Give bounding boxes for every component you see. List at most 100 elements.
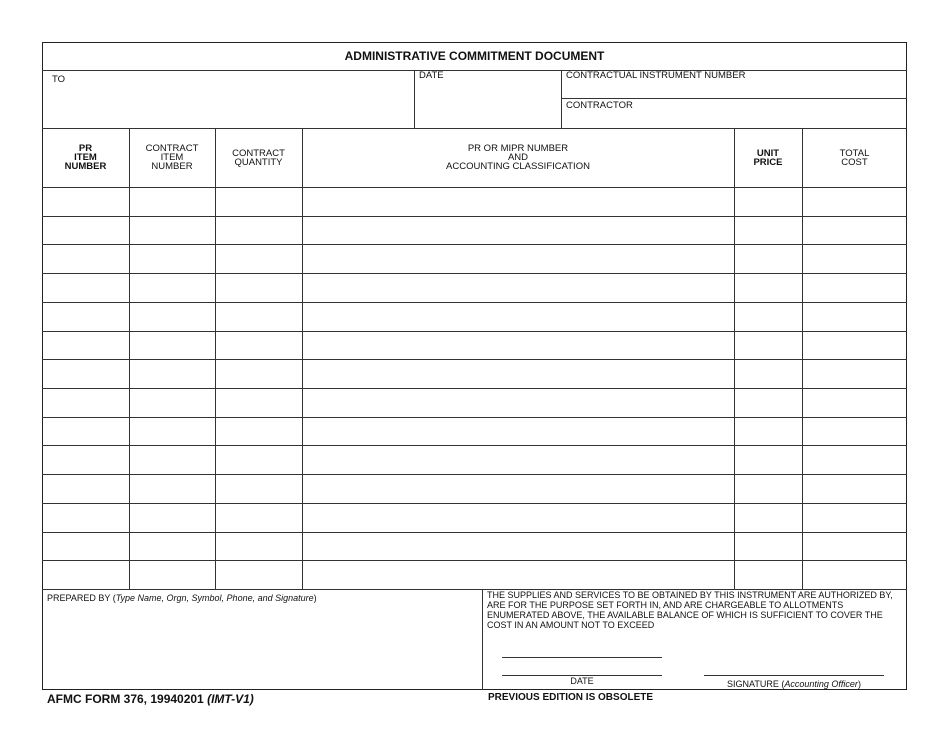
cell-total-cost[interactable] (802, 244, 907, 273)
cell-contract-quantity[interactable] (215, 503, 302, 532)
cell-contract-quantity[interactable] (215, 273, 302, 302)
contract-number-field[interactable]: CONTRACTUAL INSTRUMENT NUMBER (566, 70, 746, 81)
cell-pr-mipr-accounting[interactable] (302, 359, 734, 388)
cell-contract-quantity[interactable] (215, 359, 302, 388)
cell-contract-quantity[interactable] (215, 445, 302, 474)
cell-pr-mipr-accounting[interactable] (302, 388, 734, 417)
cell-total-cost[interactable] (802, 187, 907, 216)
cell-contract-quantity[interactable] (215, 474, 302, 503)
cell-pr-item-number[interactable] (42, 331, 129, 360)
row-divider (42, 301, 907, 303)
column-header-line: QUANTITY (234, 156, 283, 168)
column-header-line: UNIT (756, 147, 780, 159)
cell-unit-price[interactable] (734, 331, 802, 360)
to-field[interactable]: TO (52, 74, 66, 85)
cell-pr-item-number[interactable] (42, 273, 129, 302)
cell-pr-item-number[interactable] (42, 503, 129, 532)
cell-pr-mipr-accounting[interactable] (302, 560, 734, 589)
cell-contract-quantity[interactable] (215, 331, 302, 360)
cell-contract-quantity[interactable] (215, 388, 302, 417)
cell-unit-price[interactable] (734, 302, 802, 331)
cell-total-cost[interactable] (802, 216, 907, 245)
contractor-field[interactable]: CONTRACTOR (566, 100, 633, 111)
cell-contract-item-number[interactable] (129, 560, 215, 589)
cell-contract-item-number[interactable] (129, 244, 215, 273)
row-divider (42, 215, 907, 217)
cell-total-cost[interactable] (802, 273, 907, 302)
cell-pr-item-number[interactable] (42, 302, 129, 331)
cell-total-cost[interactable] (802, 388, 907, 417)
cell-unit-price[interactable] (734, 503, 802, 532)
cell-contract-item-number[interactable] (129, 302, 215, 331)
signature-field[interactable]: SIGNATURE (Accounting Officer) (704, 679, 884, 689)
cell-contract-item-number[interactable] (129, 532, 215, 561)
cell-pr-item-number[interactable] (42, 216, 129, 245)
cell-pr-mipr-accounting[interactable] (302, 187, 734, 216)
cell-pr-mipr-accounting[interactable] (302, 474, 734, 503)
cell-pr-item-number[interactable] (42, 560, 129, 589)
cell-pr-mipr-accounting[interactable] (302, 532, 734, 561)
cell-unit-price[interactable] (734, 187, 802, 216)
cell-total-cost[interactable] (802, 417, 907, 446)
cell-contract-item-number[interactable] (129, 417, 215, 446)
cell-unit-price[interactable] (734, 417, 802, 446)
cell-unit-price[interactable] (734, 359, 802, 388)
row-divider (42, 388, 907, 389)
cell-pr-mipr-accounting[interactable] (302, 331, 734, 360)
cell-pr-item-number[interactable] (42, 417, 129, 446)
cell-pr-item-number[interactable] (42, 445, 129, 474)
cell-total-cost[interactable] (802, 503, 907, 532)
cell-pr-item-number[interactable] (42, 187, 129, 216)
column-header-line: ACCOUNTING CLASSIFICATION (446, 161, 590, 172)
cell-contract-quantity[interactable] (215, 216, 302, 245)
cell-contract-item-number[interactable] (129, 445, 215, 474)
cell-unit-price[interactable] (734, 474, 802, 503)
cell-pr-item-number[interactable] (42, 388, 129, 417)
cell-pr-mipr-accounting[interactable] (302, 445, 734, 474)
cell-contract-item-number[interactable] (129, 273, 215, 302)
cell-pr-item-number[interactable] (42, 532, 129, 561)
cell-pr-mipr-accounting[interactable] (302, 503, 734, 532)
cell-contract-quantity[interactable] (215, 417, 302, 446)
cell-pr-mipr-accounting[interactable] (302, 302, 734, 331)
cell-contract-item-number[interactable] (129, 187, 215, 216)
cell-contract-item-number[interactable] (129, 359, 215, 388)
row-divider (42, 416, 907, 418)
cell-unit-price[interactable] (734, 273, 802, 302)
cell-total-cost[interactable] (802, 445, 907, 474)
column-divider (302, 128, 303, 589)
cell-unit-price[interactable] (734, 216, 802, 245)
cell-unit-price[interactable] (734, 445, 802, 474)
column-header-line: PR OR MIPR NUMBER (467, 143, 569, 154)
cell-total-cost[interactable] (802, 474, 907, 503)
cell-contract-item-number[interactable] (129, 388, 215, 417)
date-field[interactable]: DATE (419, 70, 444, 81)
cell-contract-quantity[interactable] (215, 187, 302, 216)
cell-contract-quantity[interactable] (215, 532, 302, 561)
cell-unit-price[interactable] (734, 244, 802, 273)
cell-contract-item-number[interactable] (129, 503, 215, 532)
cell-total-cost[interactable] (802, 560, 907, 589)
cell-pr-item-number[interactable] (42, 474, 129, 503)
cell-unit-price[interactable] (734, 560, 802, 589)
cell-pr-mipr-accounting[interactable] (302, 216, 734, 245)
cell-contract-quantity[interactable] (215, 560, 302, 589)
cell-total-cost[interactable] (802, 302, 907, 331)
cell-unit-price[interactable] (734, 532, 802, 561)
cell-contract-item-number[interactable] (129, 216, 215, 245)
cell-total-cost[interactable] (802, 331, 907, 360)
cell-pr-mipr-accounting[interactable] (302, 273, 734, 302)
prepared-by-field[interactable]: PREPARED BY (Type Name, Orgn, Symbol, Ph… (47, 593, 317, 603)
cell-contract-item-number[interactable] (129, 331, 215, 360)
cell-total-cost[interactable] (802, 359, 907, 388)
cell-pr-item-number[interactable] (42, 244, 129, 273)
cell-contract-quantity[interactable] (215, 302, 302, 331)
cell-total-cost[interactable] (802, 532, 907, 561)
cell-pr-mipr-accounting[interactable] (302, 244, 734, 273)
cell-unit-price[interactable] (734, 388, 802, 417)
cell-pr-mipr-accounting[interactable] (302, 417, 734, 446)
cell-contract-item-number[interactable] (129, 474, 215, 503)
cell-contract-quantity[interactable] (215, 244, 302, 273)
cell-pr-item-number[interactable] (42, 359, 129, 388)
form-title: ADMINISTRATIVE COMMITMENT DOCUMENT (344, 49, 605, 63)
